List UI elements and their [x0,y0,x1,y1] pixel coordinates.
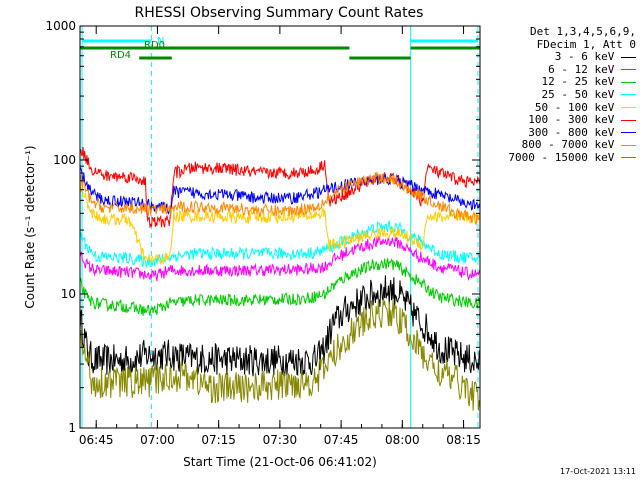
series-layer [79,146,481,411]
bar-label-n: N [157,36,164,47]
x-tick-label-07:00: 07:00 [140,433,175,447]
legend-item-label: 3 - 6 keV [554,50,621,64]
series-line-800-7000-kev [79,170,481,226]
series-line-7000-15000-kev [79,298,481,411]
legend-item: 6 - 12 keV [480,62,636,77]
legend-swatch [621,132,636,134]
legend-items: 3 - 6 keV 6 - 12 keV 12 - 25 keV 25 - 50… [480,50,636,165]
series-line-12-25-kev [79,258,481,317]
legend: Det 1,3,4,5,6,9, FDecim 1, Att 0 3 - 6 k… [480,25,636,165]
y-tick-label-1: 1 [68,421,76,435]
series-line-6-12-kev [79,236,481,282]
series-line-3-6-kev [79,275,481,377]
x-tick-label-07:30: 07:30 [263,433,298,447]
y-tick-label-10: 10 [61,287,76,301]
x-tick-label-07:45: 07:45 [324,433,359,447]
legend-swatch [621,119,636,121]
axis-layer: 1 10 100 1000 06:45 07:00 07:15 07:30 07:45 08:00… [45,19,480,447]
series-line-50-100-kev [79,181,481,266]
legend-item: 3 - 6 keV [480,50,636,64]
legend-item: 800 - 7000 keV [480,139,636,152]
legend-swatch [621,144,636,146]
legend-header-2: FDecim 1, Att 0 [536,37,636,51]
x-tick-label-06:45: 06:45 [79,433,114,447]
plot-frame [79,25,481,429]
legend-swatch [621,81,636,83]
legend-item: 50 - 100 keV [480,100,636,115]
x-axis-label: Start Time (21-Oct-06 06:41:02) [183,455,377,469]
legend-item: 100 - 300 keV [480,113,636,127]
legend-item: 25 - 50 keV [480,87,636,102]
x-tick-label-07:15: 07:15 [201,433,236,447]
legend-item-label: 300 - 800 keV [528,125,621,139]
legend-item-label: 50 - 100 keV [534,100,621,114]
legend-swatch [621,94,636,96]
legend-item: 300 - 800 keV [480,125,636,140]
y-tick-label-1000: 1000 [45,19,76,33]
footer-timestamp: 17-Oct-2021 13:11 [560,467,636,476]
marker-layer [81,26,479,428]
legend-item-label: 6 - 12 keV [548,62,621,76]
legend-swatch [621,56,636,58]
legend-item-label: 800 - 7000 keV [521,138,621,152]
y-axis-label: Count Rate (s⁻¹ detector⁻¹) [23,145,37,308]
legend-item-label: 12 - 25 keV [541,75,621,89]
y-tick-label-100: 100 [53,153,76,167]
bar-label-rd0: RD0 [144,40,165,51]
legend-item: 7000 - 15000 keV [480,150,636,165]
series-line-25-50-kev [79,220,481,269]
bar-label-rd4: RD4 [110,50,131,61]
legend-item-label: 7000 - 15000 keV [508,150,621,164]
legend-swatch [621,107,636,109]
legend-item-label: 100 - 300 keV [528,113,621,127]
legend-item: 12 - 25 keV [480,76,636,89]
x-tick-label-08:15: 08:15 [446,433,481,447]
legend-swatch [621,69,636,71]
legend-item-label: 25 - 50 keV [541,87,621,101]
chart-title: RHESSI Observing Summary Count Rates [135,5,424,21]
legend-header-1: Det 1,3,4,5,6,9, [530,25,636,38]
x-tick-label-08:00: 08:00 [385,433,420,447]
legend-swatch [621,157,636,159]
